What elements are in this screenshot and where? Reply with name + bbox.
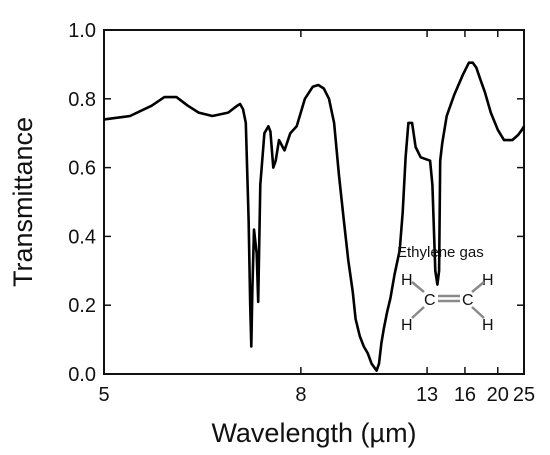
x-tick-label-2: 13 — [416, 384, 438, 406]
x-tick-label-0: 5 — [98, 384, 109, 406]
bond-c-h-top-right — [471, 281, 485, 293]
atom-h-top-left: H — [401, 272, 413, 289]
annotation-label: Ethylene gas — [397, 244, 484, 261]
atom-c-left: C — [424, 292, 436, 309]
y-tick-label-5: 1.0 — [68, 20, 96, 42]
ethylene-annotation: Ethylene gas H H C C H H — [397, 244, 494, 334]
x-tick-label-1: 8 — [295, 384, 306, 406]
spectrum-line — [103, 61, 526, 372]
x-tick-label-5: 25 — [513, 384, 535, 406]
atom-c-right: C — [462, 292, 474, 309]
plot-frame — [103, 29, 525, 375]
bond-h-c-bottom-left — [411, 306, 425, 319]
axis-ticks — [103, 29, 525, 375]
x-tick-label-3: 16 — [454, 384, 476, 406]
atom-h-bottom-right: H — [482, 317, 494, 334]
atom-h-top-right: H — [482, 272, 494, 289]
molecule-bonds — [411, 281, 485, 319]
axis-tick-labels: 5 8 13 16 20 25 0.0 0.2 0.4 0.6 0.8 1.0 — [68, 20, 535, 406]
y-axis-title: Transmittance — [8, 117, 38, 287]
y-tick-label-1: 0.2 — [68, 295, 96, 317]
x-axis-title: Wavelength (µm) — [211, 418, 416, 448]
atom-h-bottom-left: H — [401, 317, 413, 334]
y-tick-label-4: 0.8 — [68, 89, 96, 111]
y-tick-label-3: 0.6 — [68, 158, 96, 180]
bond-c-h-bottom-right — [471, 306, 485, 319]
bond-h-c-top-left — [411, 281, 425, 293]
y-tick-label-0: 0.0 — [68, 364, 96, 386]
y-tick-label-2: 0.4 — [68, 226, 96, 248]
x-tick-label-4: 20 — [487, 384, 509, 406]
